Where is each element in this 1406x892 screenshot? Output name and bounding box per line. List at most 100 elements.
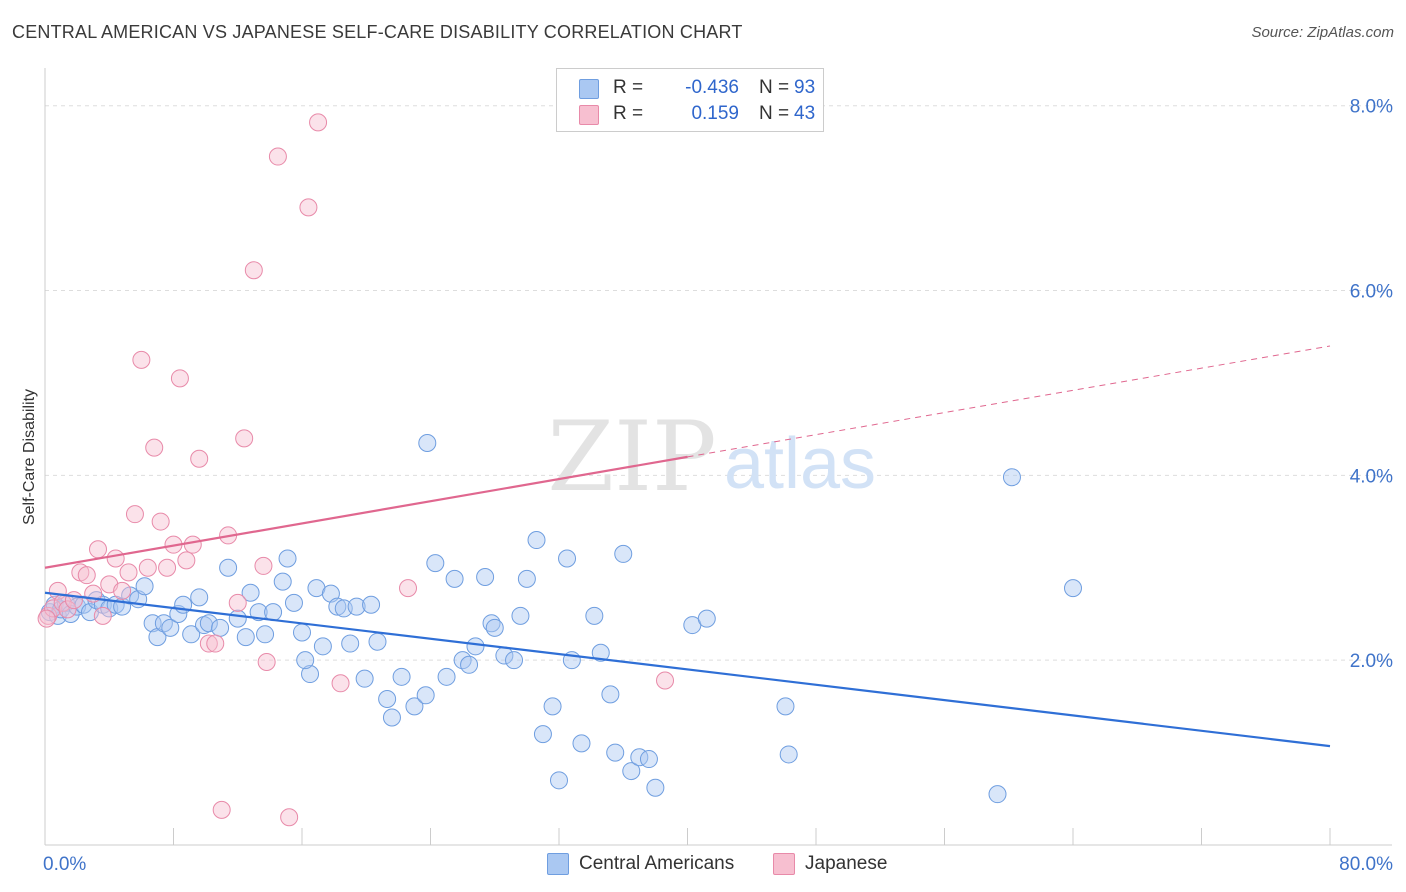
point-central-american	[355, 669, 374, 688]
point-central-american	[646, 778, 665, 797]
tick-labels: 2.0% 4.0% 6.0% 8.0% 0.0% 80.0%	[43, 97, 1393, 875]
point-japanese	[89, 540, 108, 559]
point-japanese	[183, 535, 202, 554]
bottom-legend-label: Central Americans	[579, 853, 735, 874]
legend-swatch-pink	[579, 105, 599, 125]
axes	[44, 68, 1392, 846]
legend-r-label: R =	[613, 77, 644, 98]
point-japanese	[158, 558, 177, 577]
point-central-american	[301, 665, 320, 684]
point-central-american	[347, 597, 366, 616]
point-japanese	[125, 505, 144, 524]
point-central-american	[622, 762, 641, 781]
gridlines	[45, 105, 1392, 661]
point-central-american	[382, 708, 401, 727]
point-central-american	[558, 549, 577, 568]
watermark-atlas: atlas	[724, 424, 876, 504]
y-tick-label: 8.0%	[1350, 97, 1393, 118]
point-central-american	[249, 603, 268, 622]
point-japanese	[190, 449, 209, 468]
point-central-american	[606, 743, 625, 762]
legend: R = -0.436 N = 93 R = 0.159 N = 43	[556, 68, 824, 132]
point-central-american	[211, 618, 230, 637]
point-japanese	[299, 198, 318, 217]
point-central-american	[273, 572, 292, 591]
point-central-american	[697, 609, 716, 628]
x-tick-label: 80.0%	[1339, 854, 1393, 875]
point-japanese	[212, 800, 231, 819]
point-japanese	[44, 599, 63, 618]
point-japanese	[177, 551, 196, 570]
point-central-american	[1064, 579, 1082, 598]
point-central-american	[182, 625, 201, 644]
trend-line-central-americans	[44, 591, 1331, 748]
point-central-american	[362, 595, 381, 614]
point-japanese	[58, 600, 77, 619]
point-japanese	[106, 549, 125, 568]
trend-line-japanese-dashed	[687, 345, 1331, 458]
point-japanese	[656, 671, 675, 690]
legend-swatch-blue	[579, 79, 599, 99]
point-central-american	[368, 632, 387, 651]
point-japanese	[257, 653, 276, 672]
point-central-american	[527, 531, 546, 550]
point-central-american	[135, 577, 154, 596]
point-japanese	[199, 634, 218, 653]
point-central-american	[550, 771, 568, 790]
bottom-legend-swatch-pink	[773, 853, 795, 875]
point-central-american	[511, 606, 530, 625]
point-japanese	[170, 369, 189, 388]
point-japanese	[37, 609, 56, 628]
point-central-american	[460, 655, 479, 674]
point-central-american	[199, 614, 218, 633]
point-central-american	[485, 618, 504, 637]
point-central-american	[378, 689, 397, 708]
y-tick-label: 2.0%	[1350, 651, 1393, 672]
point-central-american	[585, 606, 604, 625]
legend-r-label: R =	[613, 103, 644, 124]
point-central-american	[154, 614, 173, 633]
data-points	[37, 113, 1082, 827]
y-tick-label: 6.0%	[1350, 282, 1393, 303]
point-japanese	[268, 147, 287, 166]
point-central-american	[284, 593, 303, 612]
point-japanese	[145, 438, 164, 457]
trend-line-japanese	[44, 455, 688, 569]
point-japanese	[244, 261, 263, 280]
point-central-american	[241, 583, 260, 602]
point-central-american	[437, 667, 456, 686]
legend-r-value: 0.159	[691, 103, 739, 124]
point-japanese	[399, 579, 418, 598]
point-central-american	[453, 651, 472, 670]
point-central-american	[161, 618, 180, 637]
point-central-american	[533, 725, 552, 744]
point-japanese	[309, 113, 328, 132]
legend-n-label: N =	[759, 103, 790, 124]
point-japanese	[93, 606, 112, 625]
point-central-american	[236, 628, 255, 647]
point-japanese	[228, 593, 247, 612]
watermark-zip: ZIP	[547, 401, 716, 513]
bottom-legend-label: Japanese	[805, 853, 888, 874]
point-central-american	[776, 697, 795, 716]
watermark: ZIP atlas	[547, 401, 876, 513]
point-central-american	[1002, 468, 1021, 487]
point-central-american	[505, 651, 524, 670]
point-japanese	[280, 808, 299, 827]
point-central-american	[219, 558, 238, 577]
point-central-american	[264, 603, 283, 622]
point-central-american	[466, 637, 485, 656]
point-central-american	[543, 697, 562, 716]
point-japanese	[151, 512, 170, 531]
point-central-american	[601, 685, 620, 704]
point-japanese	[254, 556, 273, 575]
point-central-american	[517, 569, 536, 588]
trend-lines	[44, 345, 1331, 748]
point-central-american	[988, 785, 1007, 804]
point-japanese	[64, 591, 83, 610]
point-japanese	[113, 581, 132, 600]
point-central-american	[418, 434, 437, 453]
point-japanese	[119, 563, 138, 582]
point-central-american	[476, 568, 495, 587]
